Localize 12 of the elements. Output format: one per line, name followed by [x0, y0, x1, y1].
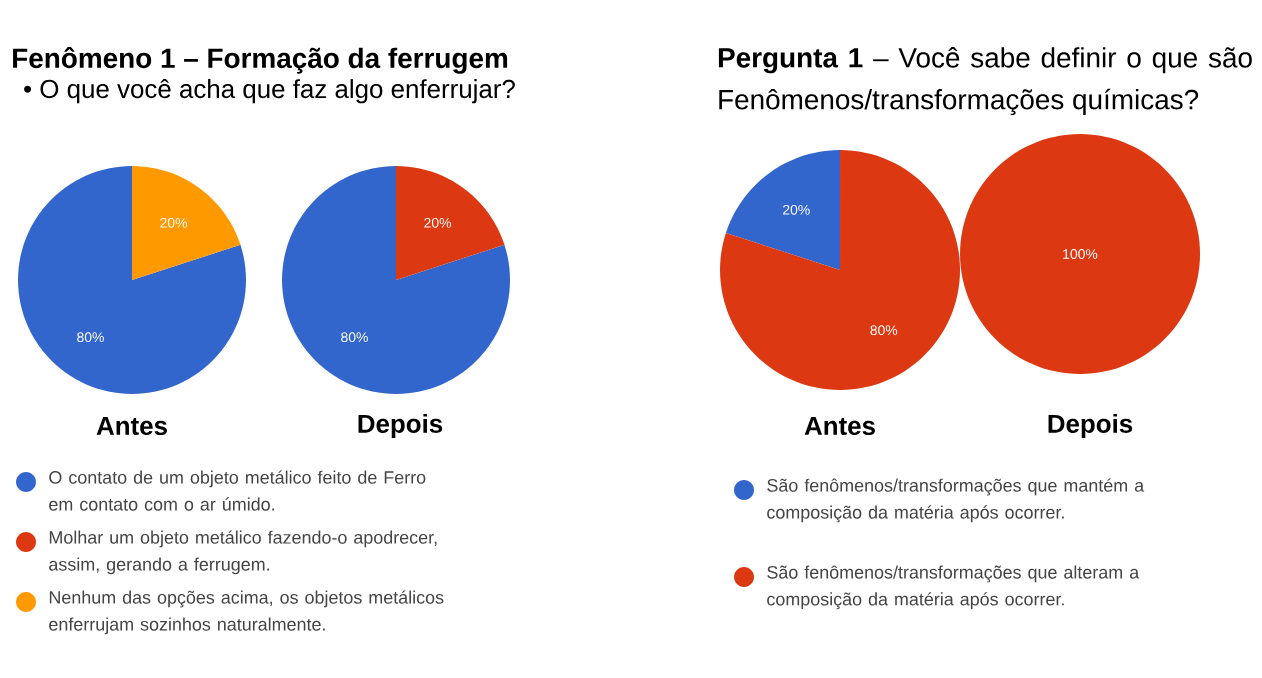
chart-subtitle: • O que você acha que faz algo enferrujar?: [24, 79, 515, 104]
legend-label: São fenômenos/transformações que alteram a composição da matéria após ocorrer.: [767, 565, 1140, 610]
legend-label: Nenhum das opções acima, os objetos metálicos enferrujam sozinhos naturalmente.: [49, 590, 444, 635]
chart-title: Pergunta 1 – Você sabe definir o que são Fenômenos/transformações químicas?: [718, 47, 1252, 116]
text: Depois: [1048, 413, 1133, 439]
legend-label: O contato de um objeto metálico feito de Ferro em contato com o ar úmido.: [49, 470, 426, 511]
legend-label: Molhar um objeto metálico fazendo-o apodrecer, assim, gerando a ferrugem.: [49, 530, 437, 575]
text: Antes: [96, 416, 167, 436]
legend-label: São fenômenos/transformações que mantém a composição da matéria após ocorrer.: [767, 478, 1145, 523]
text: Depois: [358, 413, 443, 439]
text: Antes: [804, 416, 875, 436]
chart-title: Fenômeno 1 – Formação da ferrugem: [13, 47, 508, 74]
